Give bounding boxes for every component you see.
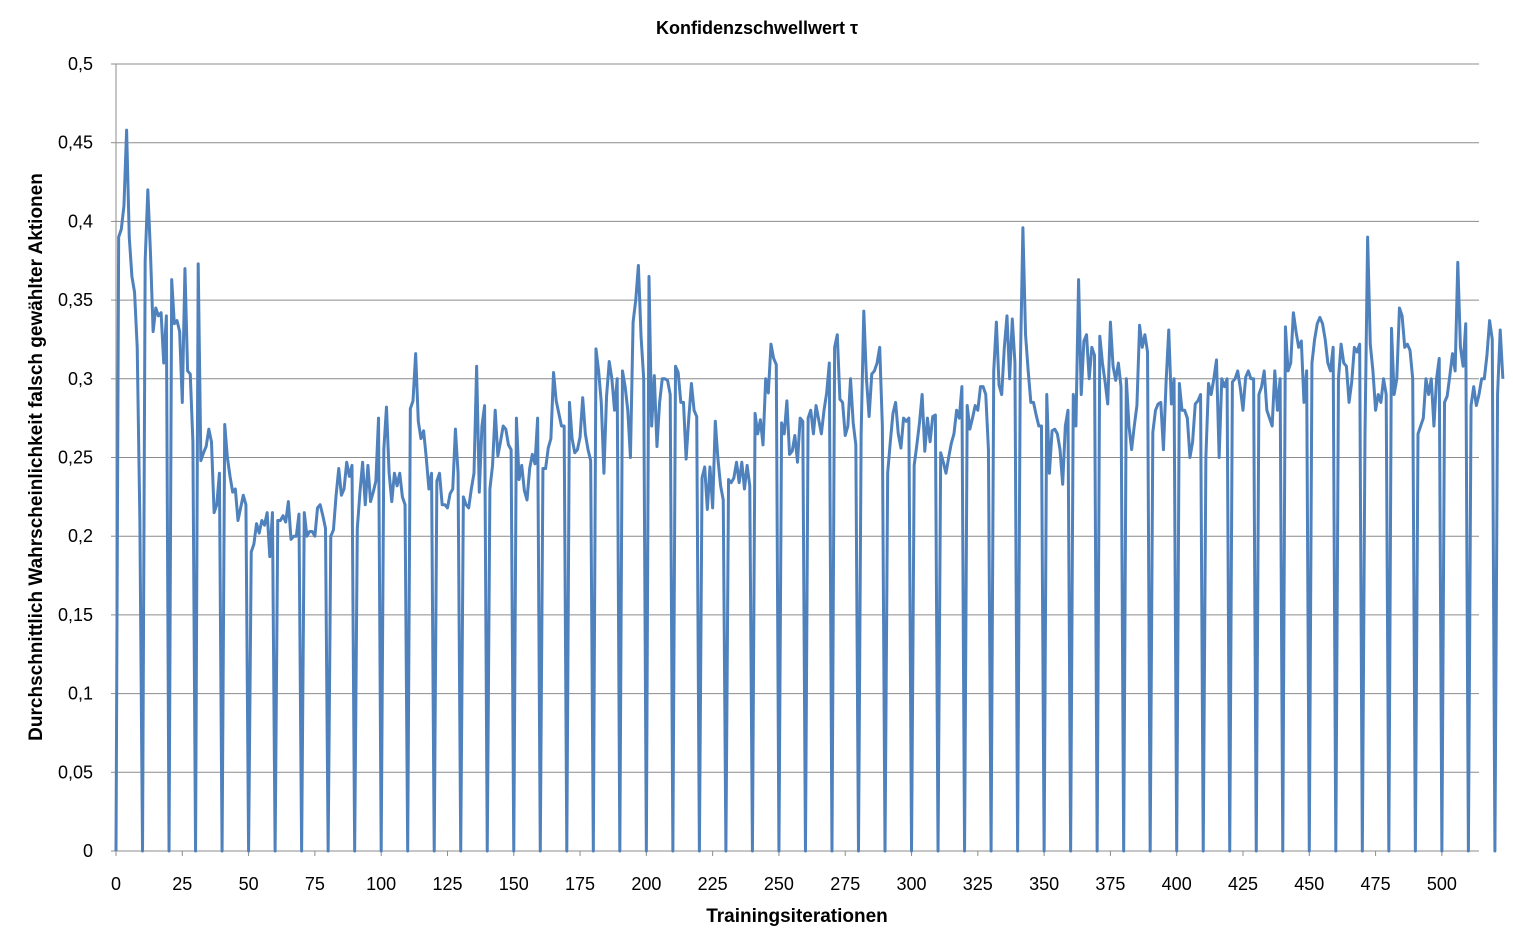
x-tick-label: 450 xyxy=(1294,874,1324,894)
x-tick-label: 100 xyxy=(366,874,396,894)
x-tick-label: 400 xyxy=(1162,874,1192,894)
y-tick-label: 0,5 xyxy=(68,54,93,74)
x-tick-label: 50 xyxy=(239,874,259,894)
x-tick-label: 475 xyxy=(1361,874,1391,894)
x-tick-label: 0 xyxy=(111,874,121,894)
x-tick-label: 325 xyxy=(963,874,993,894)
y-tick-label: 0 xyxy=(83,841,93,861)
x-tick-label: 75 xyxy=(305,874,325,894)
x-tick-label: 300 xyxy=(897,874,927,894)
x-tick-label: 125 xyxy=(432,874,462,894)
y-tick-label: 0,3 xyxy=(68,369,93,389)
x-axis-ticks: 0 25 50 75 100 125 150 175 200 225 250 275 300 325 350… xyxy=(111,851,1457,894)
x-tick-label: 350 xyxy=(1029,874,1059,894)
grid-lines xyxy=(116,63,1479,773)
x-tick-label: 25 xyxy=(172,874,192,894)
y-tick-label: 0,05 xyxy=(58,762,93,782)
y-axis-ticks: 0 0,05 0,1 0,15 0,2 0,25 0,3 0,35 0,4 0,45 0,5 xyxy=(58,54,116,861)
x-tick-label: 375 xyxy=(1095,874,1125,894)
y-tick-label: 0,45 xyxy=(58,133,93,153)
x-tick-label: 200 xyxy=(631,874,661,894)
y-tick-label: 0,1 xyxy=(68,684,93,704)
x-tick-label: 500 xyxy=(1427,874,1457,894)
x-tick-label: 275 xyxy=(830,874,860,894)
y-tick-label: 0,15 xyxy=(58,605,93,625)
chart-title: Konfidenzschwellwert τ xyxy=(656,18,858,38)
x-tick-label: 250 xyxy=(764,874,794,894)
x-tick-label: 150 xyxy=(499,874,529,894)
x-tick-label: 225 xyxy=(698,874,728,894)
y-axis-label: Durchschnittlich Wahrscheinlichkeit fals… xyxy=(26,173,47,741)
y-tick-label: 0,4 xyxy=(68,211,93,231)
y-tick-label: 0,35 xyxy=(58,290,93,310)
x-axis-label: Trainingsiterationen xyxy=(706,906,888,927)
y-tick-label: 0,25 xyxy=(58,448,93,468)
y-tick-label: 0,2 xyxy=(68,526,93,546)
series-line xyxy=(114,128,1505,853)
x-tick-label: 425 xyxy=(1228,874,1258,894)
x-tick-label: 175 xyxy=(565,874,595,894)
